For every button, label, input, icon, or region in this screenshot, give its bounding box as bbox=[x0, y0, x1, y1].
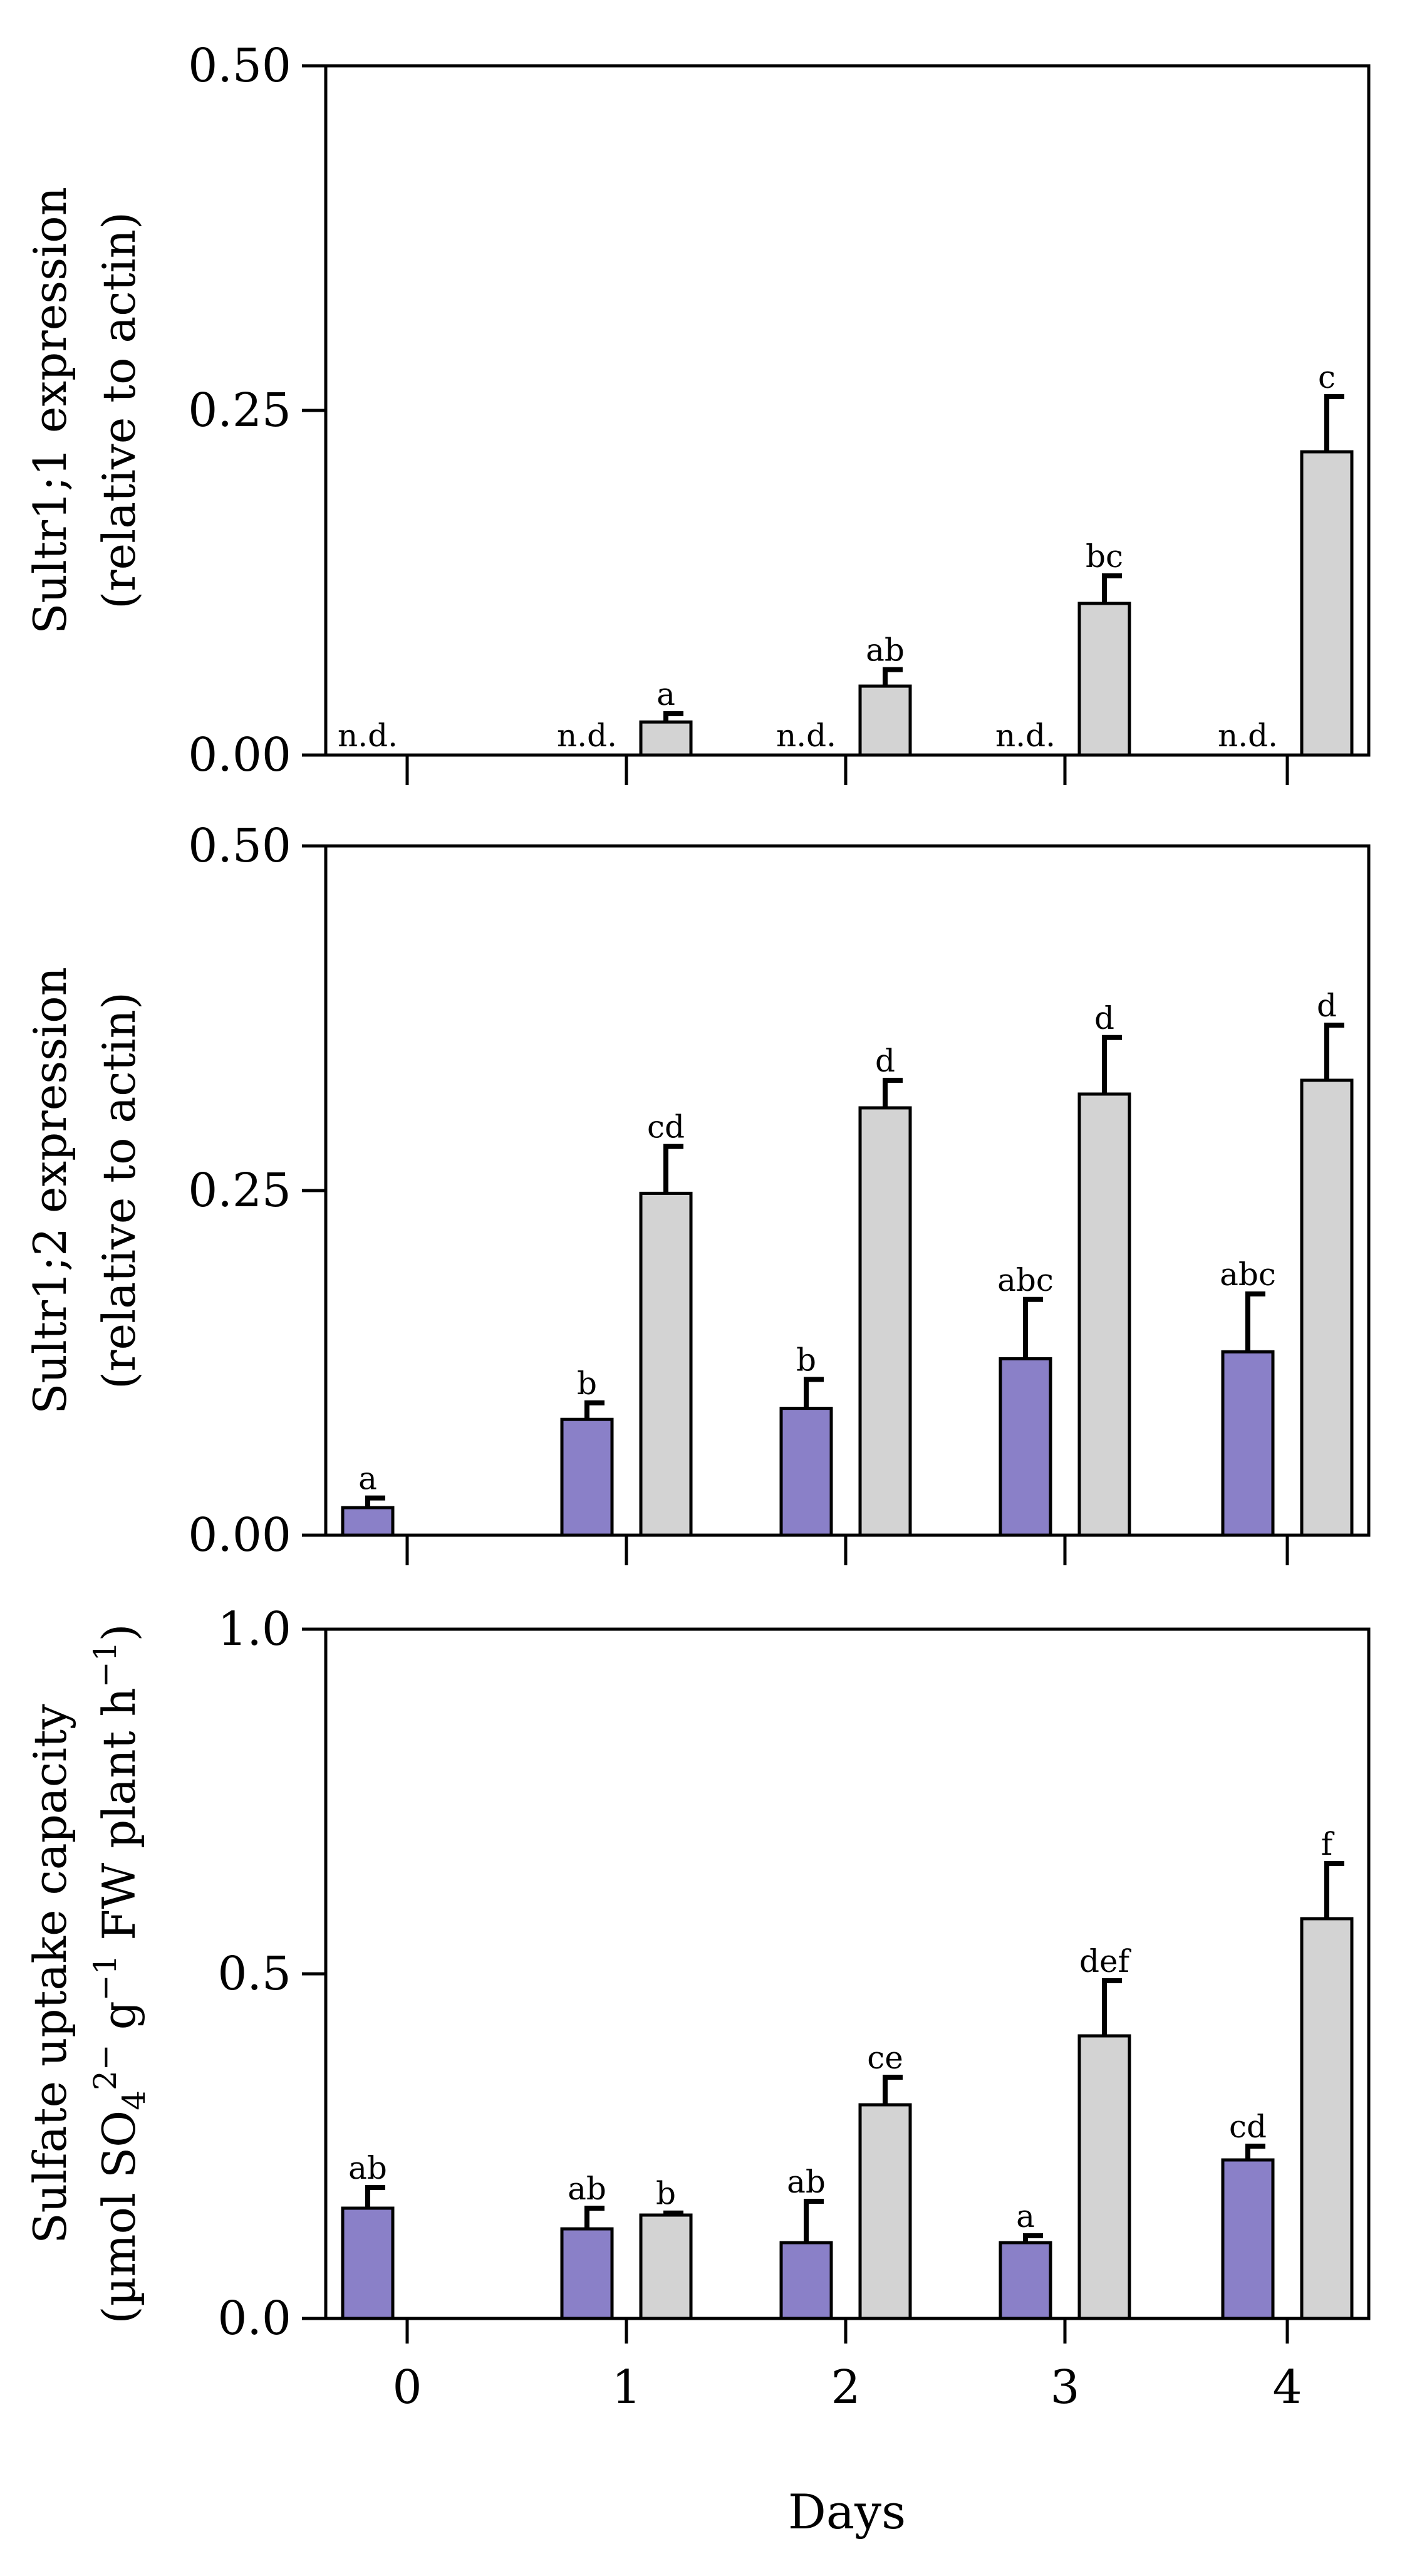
bar bbox=[1300, 450, 1354, 757]
bar bbox=[560, 2227, 614, 2320]
bar bbox=[779, 2241, 833, 2320]
bar bbox=[858, 1106, 912, 1537]
significance-label: b bbox=[577, 1365, 597, 1402]
bar bbox=[1077, 602, 1131, 757]
bar bbox=[639, 2213, 693, 2320]
bar bbox=[639, 1191, 693, 1537]
x-tick-label: 0 bbox=[392, 2360, 422, 2414]
y-tick-label: 1.0 bbox=[217, 1602, 291, 1656]
bar bbox=[779, 1407, 833, 1537]
significance-label: d bbox=[1094, 1000, 1114, 1036]
significance-label: a bbox=[358, 1461, 377, 1497]
significance-label: c bbox=[1318, 359, 1336, 395]
bar bbox=[999, 2241, 1052, 2320]
panel-sulfate-uptake: 0.0 0.5 1.0 0 1 2 3 4 ab ab ab a cd b ce def f Sulfate up… bbox=[24, 1602, 1371, 2540]
significance-label: ab bbox=[787, 2164, 826, 2200]
x-tick-label: 4 bbox=[1272, 2360, 1302, 2414]
y-unit-part: FW plant h bbox=[93, 1687, 145, 1954]
plot-frame bbox=[324, 844, 1371, 1537]
significance-label: cd bbox=[647, 1109, 685, 1145]
significance-label: d bbox=[1317, 988, 1337, 1024]
y-axis-title: (relative to actin) bbox=[93, 992, 145, 1389]
significance-label: ab bbox=[568, 2171, 606, 2207]
significance-label: ce bbox=[867, 2040, 903, 2076]
x-tick-label: 3 bbox=[1050, 2360, 1079, 2414]
significance-label: n.d. bbox=[557, 717, 617, 754]
panel-sultr1-2: 0.00 0.25 0.50 a b b abc abc cd d d d Sultr1;2 expre… bbox=[24, 819, 1371, 1565]
significance-label: f bbox=[1321, 1826, 1335, 1862]
y-unit-part: g bbox=[93, 2001, 145, 2044]
y-unit-part: 2− bbox=[87, 2044, 123, 2090]
y-tick-label: 0.00 bbox=[188, 1508, 291, 1562]
y-axis-title: Sultr1;2 expression bbox=[24, 967, 76, 1414]
y-tick-label: 0.50 bbox=[188, 819, 291, 873]
y-unit-part: −1 bbox=[87, 1642, 123, 1688]
bar bbox=[858, 684, 912, 757]
bar bbox=[1300, 1917, 1354, 2320]
y-axis-title: (relative to actin) bbox=[93, 212, 145, 609]
significance-label: cd bbox=[1229, 2109, 1267, 2145]
bar bbox=[639, 720, 693, 757]
y-unit-part: ) bbox=[93, 1624, 145, 1641]
bar bbox=[560, 1417, 614, 1537]
y-unit-part: 4 bbox=[116, 2090, 152, 2110]
significance-label: bc bbox=[1086, 538, 1123, 575]
bar bbox=[1221, 1350, 1275, 1537]
significance-label: n.d. bbox=[995, 717, 1056, 754]
bar bbox=[1300, 1078, 1354, 1537]
y-tick-label: 0.0 bbox=[217, 2292, 291, 2345]
significance-label: abc bbox=[997, 1262, 1054, 1298]
bar bbox=[1077, 1092, 1131, 1537]
y-axis-title: Sultr1;1 expression bbox=[24, 187, 76, 634]
significance-label: a bbox=[1016, 2198, 1035, 2234]
significance-label: b bbox=[656, 2176, 676, 2212]
y-tick-label: 0.5 bbox=[217, 1947, 291, 2001]
significance-label: def bbox=[1079, 1943, 1132, 1979]
y-unit-part: −1 bbox=[87, 1955, 123, 2001]
significance-label: n.d. bbox=[776, 717, 836, 754]
y-tick-label: 0.25 bbox=[188, 383, 291, 437]
y-axis-title: Sulfate uptake capacity bbox=[24, 1704, 76, 2244]
bar bbox=[1077, 2034, 1131, 2320]
significance-label: ab bbox=[348, 2150, 387, 2186]
x-tick-label: 1 bbox=[611, 2360, 641, 2414]
y-axis-unit: (µmol SO42− g−1 FW plant h−1) bbox=[87, 1624, 152, 2323]
significance-label: abc bbox=[1220, 1256, 1276, 1293]
plot-frame bbox=[324, 1627, 1371, 2320]
plot-frame bbox=[324, 64, 1371, 757]
bar bbox=[341, 2206, 395, 2320]
x-tick-label: 2 bbox=[831, 2360, 860, 2414]
significance-label: d bbox=[875, 1043, 895, 1079]
panel-sultr1-1: 0.00 0.25 0.50 n.d. n.d. n.d. n.d. n.d. a ab bc c Su… bbox=[24, 39, 1371, 785]
y-tick-label: 0.00 bbox=[188, 728, 291, 782]
bar bbox=[999, 1357, 1052, 1537]
significance-label: n.d. bbox=[1218, 717, 1278, 754]
bar bbox=[858, 2103, 912, 2320]
significance-label: ab bbox=[866, 632, 905, 669]
significance-label: b bbox=[796, 1342, 816, 1378]
bar bbox=[1221, 2158, 1275, 2320]
bar bbox=[341, 1506, 395, 1537]
y-unit-part: (µmol SO bbox=[93, 2110, 145, 2324]
x-axis-title: Days bbox=[788, 2484, 906, 2540]
significance-label: n.d. bbox=[338, 717, 398, 754]
y-tick-label: 0.25 bbox=[188, 1164, 291, 1218]
y-tick-label: 0.50 bbox=[188, 39, 291, 93]
significance-label: a bbox=[656, 676, 675, 712]
